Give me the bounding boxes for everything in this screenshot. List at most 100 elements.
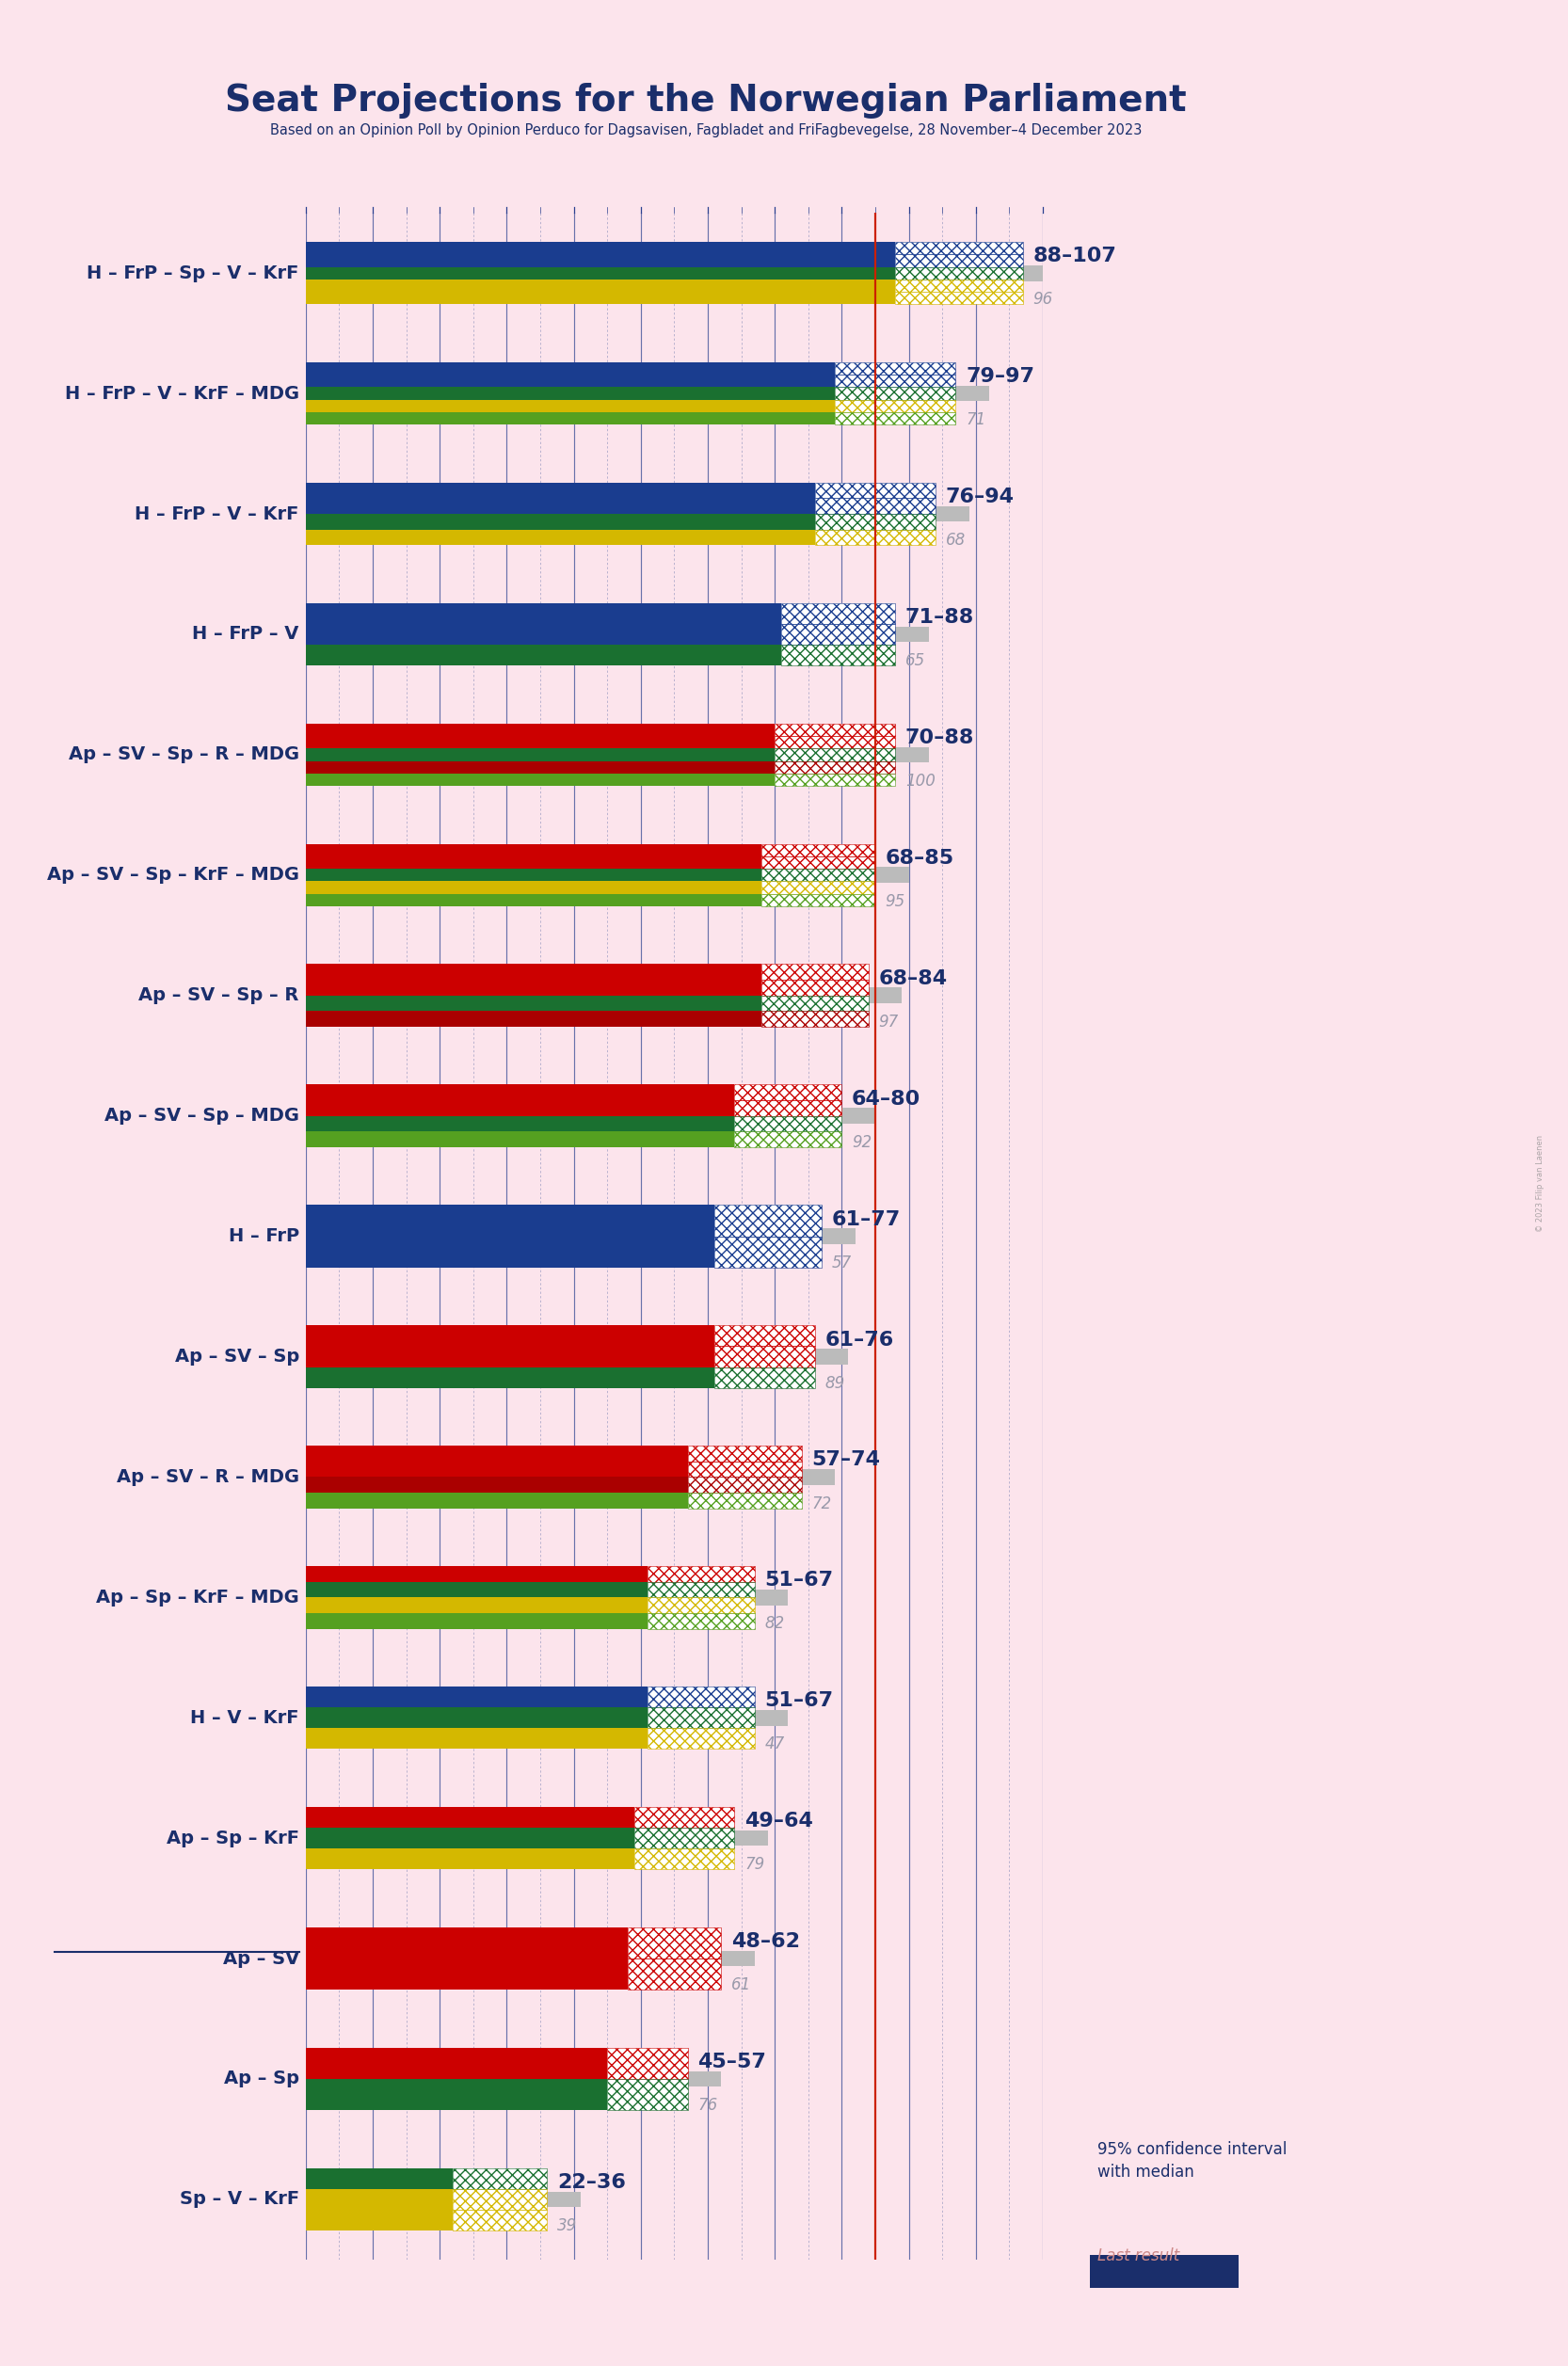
Bar <box>815 530 936 544</box>
Bar <box>648 1727 754 1748</box>
Bar <box>715 1204 822 1235</box>
Text: H – V – KrF: H – V – KrF <box>190 1708 299 1727</box>
Bar <box>836 388 955 400</box>
Bar <box>648 1597 754 1614</box>
Bar <box>453 2189 547 2210</box>
Bar <box>715 1325 815 1346</box>
Bar <box>306 1368 715 1389</box>
Bar <box>836 362 955 374</box>
Bar <box>734 1100 842 1117</box>
Bar <box>306 241 895 256</box>
Bar <box>648 1566 754 1583</box>
Bar <box>627 1928 721 1959</box>
Bar <box>688 1446 801 1462</box>
Text: Ap – SV – Sp – R – MDG: Ap – SV – Sp – R – MDG <box>69 745 299 764</box>
Bar <box>607 2047 688 2080</box>
Text: Ap – Sp: Ap – Sp <box>224 2070 299 2087</box>
Bar <box>306 1346 715 1368</box>
Bar <box>306 1493 688 1507</box>
Bar <box>607 2080 688 2110</box>
Bar <box>306 2189 453 2210</box>
Bar <box>306 1235 715 1268</box>
Text: H – FrP – V – KrF: H – FrP – V – KrF <box>135 504 299 523</box>
Bar <box>895 267 1022 279</box>
Bar <box>306 386 989 402</box>
Text: Ap – Sp – KrF: Ap – Sp – KrF <box>166 1829 299 1848</box>
Bar <box>306 1462 688 1476</box>
Bar <box>306 1583 648 1597</box>
Bar <box>815 499 936 513</box>
Text: Ap – SV – R – MDG: Ap – SV – R – MDG <box>116 1467 299 1486</box>
Bar <box>306 506 969 523</box>
Bar <box>306 2191 580 2207</box>
Bar <box>306 1808 633 1829</box>
Text: 96: 96 <box>1033 291 1052 308</box>
Bar <box>762 894 875 906</box>
Text: 45–57: 45–57 <box>698 2054 767 2073</box>
Bar <box>836 400 955 412</box>
Bar <box>775 774 895 786</box>
Bar <box>648 1583 754 1597</box>
Bar <box>895 256 1022 267</box>
Text: Sp – V – KrF: Sp – V – KrF <box>179 2191 299 2207</box>
Bar <box>815 530 936 544</box>
Text: 47: 47 <box>765 1737 784 1753</box>
Bar <box>306 965 762 980</box>
Bar <box>781 625 895 644</box>
Bar <box>306 1928 627 1959</box>
Bar <box>306 1959 627 1990</box>
Text: Ap – SV: Ap – SV <box>223 1950 299 1969</box>
Bar <box>762 996 869 1010</box>
Bar <box>648 1727 754 1748</box>
Bar <box>306 1590 789 1604</box>
Bar <box>306 1708 648 1727</box>
Bar <box>815 513 936 530</box>
Bar <box>734 1117 842 1131</box>
Bar <box>775 748 895 762</box>
Bar <box>306 362 836 374</box>
Bar <box>306 1107 875 1124</box>
Text: 100: 100 <box>905 774 936 790</box>
Text: © 2023 Filip van Laenen: © 2023 Filip van Laenen <box>1537 1133 1544 1233</box>
Bar <box>633 1808 734 1829</box>
Bar <box>836 400 955 412</box>
Bar <box>648 1614 754 1628</box>
Bar <box>775 762 895 774</box>
Bar <box>895 279 1022 291</box>
Bar <box>306 603 781 625</box>
Bar <box>762 845 875 856</box>
Bar <box>306 530 815 544</box>
Bar <box>453 2167 547 2189</box>
Bar <box>633 1829 734 1848</box>
Text: Last result: Last result <box>1098 2248 1179 2264</box>
Text: 92: 92 <box>851 1133 872 1150</box>
Bar <box>306 774 775 786</box>
Bar <box>306 265 1057 282</box>
Bar <box>306 627 928 641</box>
Text: Seat Projections for the Norwegian Parliament: Seat Projections for the Norwegian Parli… <box>224 83 1187 118</box>
Bar <box>775 762 895 774</box>
Bar <box>607 2047 688 2080</box>
Text: H – FrP – V – KrF – MDG: H – FrP – V – KrF – MDG <box>64 386 299 402</box>
Bar <box>306 291 895 305</box>
Text: 71: 71 <box>966 412 986 428</box>
Bar <box>715 1368 815 1389</box>
Bar <box>762 965 869 980</box>
Bar <box>781 603 895 625</box>
Bar <box>648 1687 754 1708</box>
Bar <box>306 499 815 513</box>
Bar <box>775 748 895 762</box>
Bar <box>775 724 895 736</box>
Text: Ap – SV – Sp – KrF – MDG: Ap – SV – Sp – KrF – MDG <box>47 866 299 885</box>
Bar <box>453 2167 547 2189</box>
Bar <box>762 894 875 906</box>
Text: H – FrP – Sp – V – KrF: H – FrP – Sp – V – KrF <box>86 265 299 282</box>
Bar <box>734 1131 842 1148</box>
Text: 68: 68 <box>946 532 966 549</box>
Text: 61–76: 61–76 <box>825 1330 894 1349</box>
Bar <box>306 1446 688 1462</box>
Text: 95% confidence interval
with median: 95% confidence interval with median <box>1098 2141 1287 2181</box>
Bar <box>306 1084 734 1100</box>
Bar <box>306 1100 734 1117</box>
Bar <box>306 267 895 279</box>
